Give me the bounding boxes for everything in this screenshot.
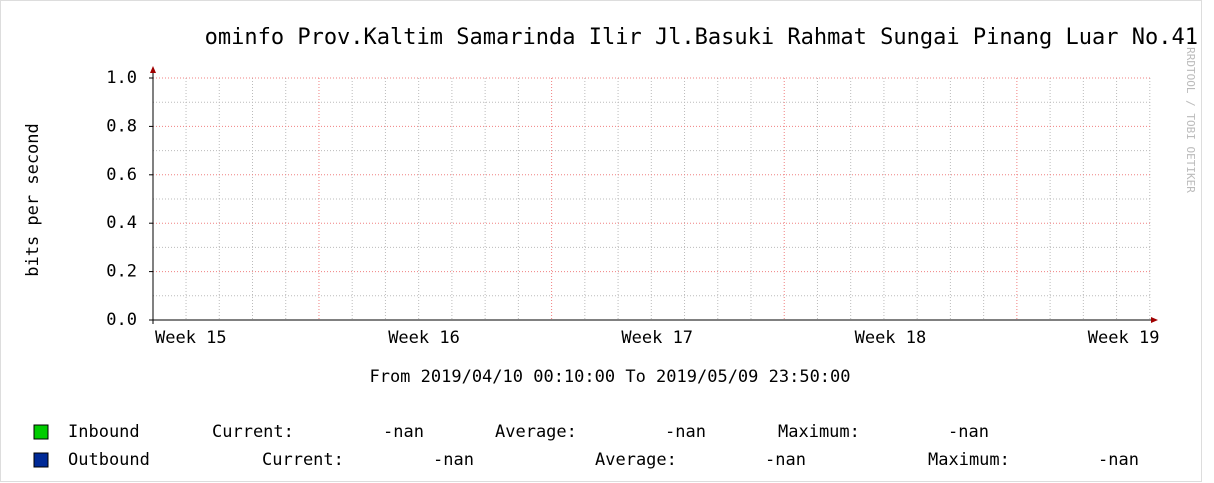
legend-stat-label: Maximum:: [928, 450, 1010, 470]
x-tick-label: Week 19: [1088, 328, 1160, 348]
x-tick-label: Week 18: [855, 328, 927, 348]
legend-stat-label: Current:: [212, 422, 294, 442]
legend-swatch: [33, 452, 49, 468]
legend-stat-value: -nan: [1098, 450, 1139, 470]
y-tick-label: 0.0: [106, 310, 137, 330]
legend-stat-value: -nan: [433, 450, 474, 470]
x-tick-label: Week 17: [621, 328, 693, 348]
legend-label: Outbound: [68, 450, 150, 470]
watermark: RRDTOOL / TOBI OETIKER: [1184, 47, 1197, 193]
legend-stat-value: -nan: [665, 422, 706, 442]
legend-stat-value: -nan: [765, 450, 806, 470]
y-axis-label: bits per second: [23, 123, 43, 277]
legend-label: Inbound: [68, 422, 140, 442]
legend-stat-label: Average:: [595, 450, 677, 470]
x-axis-arrow: [1151, 317, 1158, 323]
legend-stat-value: -nan: [383, 422, 424, 442]
x-tick-label: Week 15: [155, 328, 227, 348]
legend-stat-label: Average:: [495, 422, 577, 442]
chart-title: ominfo Prov.Kaltim Samarinda Ilir Jl.Bas…: [205, 25, 1198, 50]
legend-stat-label: Maximum:: [778, 422, 860, 442]
y-tick-label: 0.2: [106, 262, 137, 282]
subtitle: From 2019/04/10 00:10:00 To 2019/05/09 2…: [369, 367, 850, 387]
y-tick-label: 1.0: [106, 68, 137, 88]
legend-stat-value: -nan: [948, 422, 989, 442]
y-axis-arrow: [150, 66, 156, 73]
legend-swatch: [33, 424, 49, 440]
y-tick-label: 0.6: [106, 165, 137, 185]
y-tick-label: 0.4: [106, 213, 137, 233]
legend-stat-label: Current:: [262, 450, 344, 470]
x-tick-label: Week 16: [388, 328, 460, 348]
y-tick-label: 0.8: [106, 116, 137, 136]
